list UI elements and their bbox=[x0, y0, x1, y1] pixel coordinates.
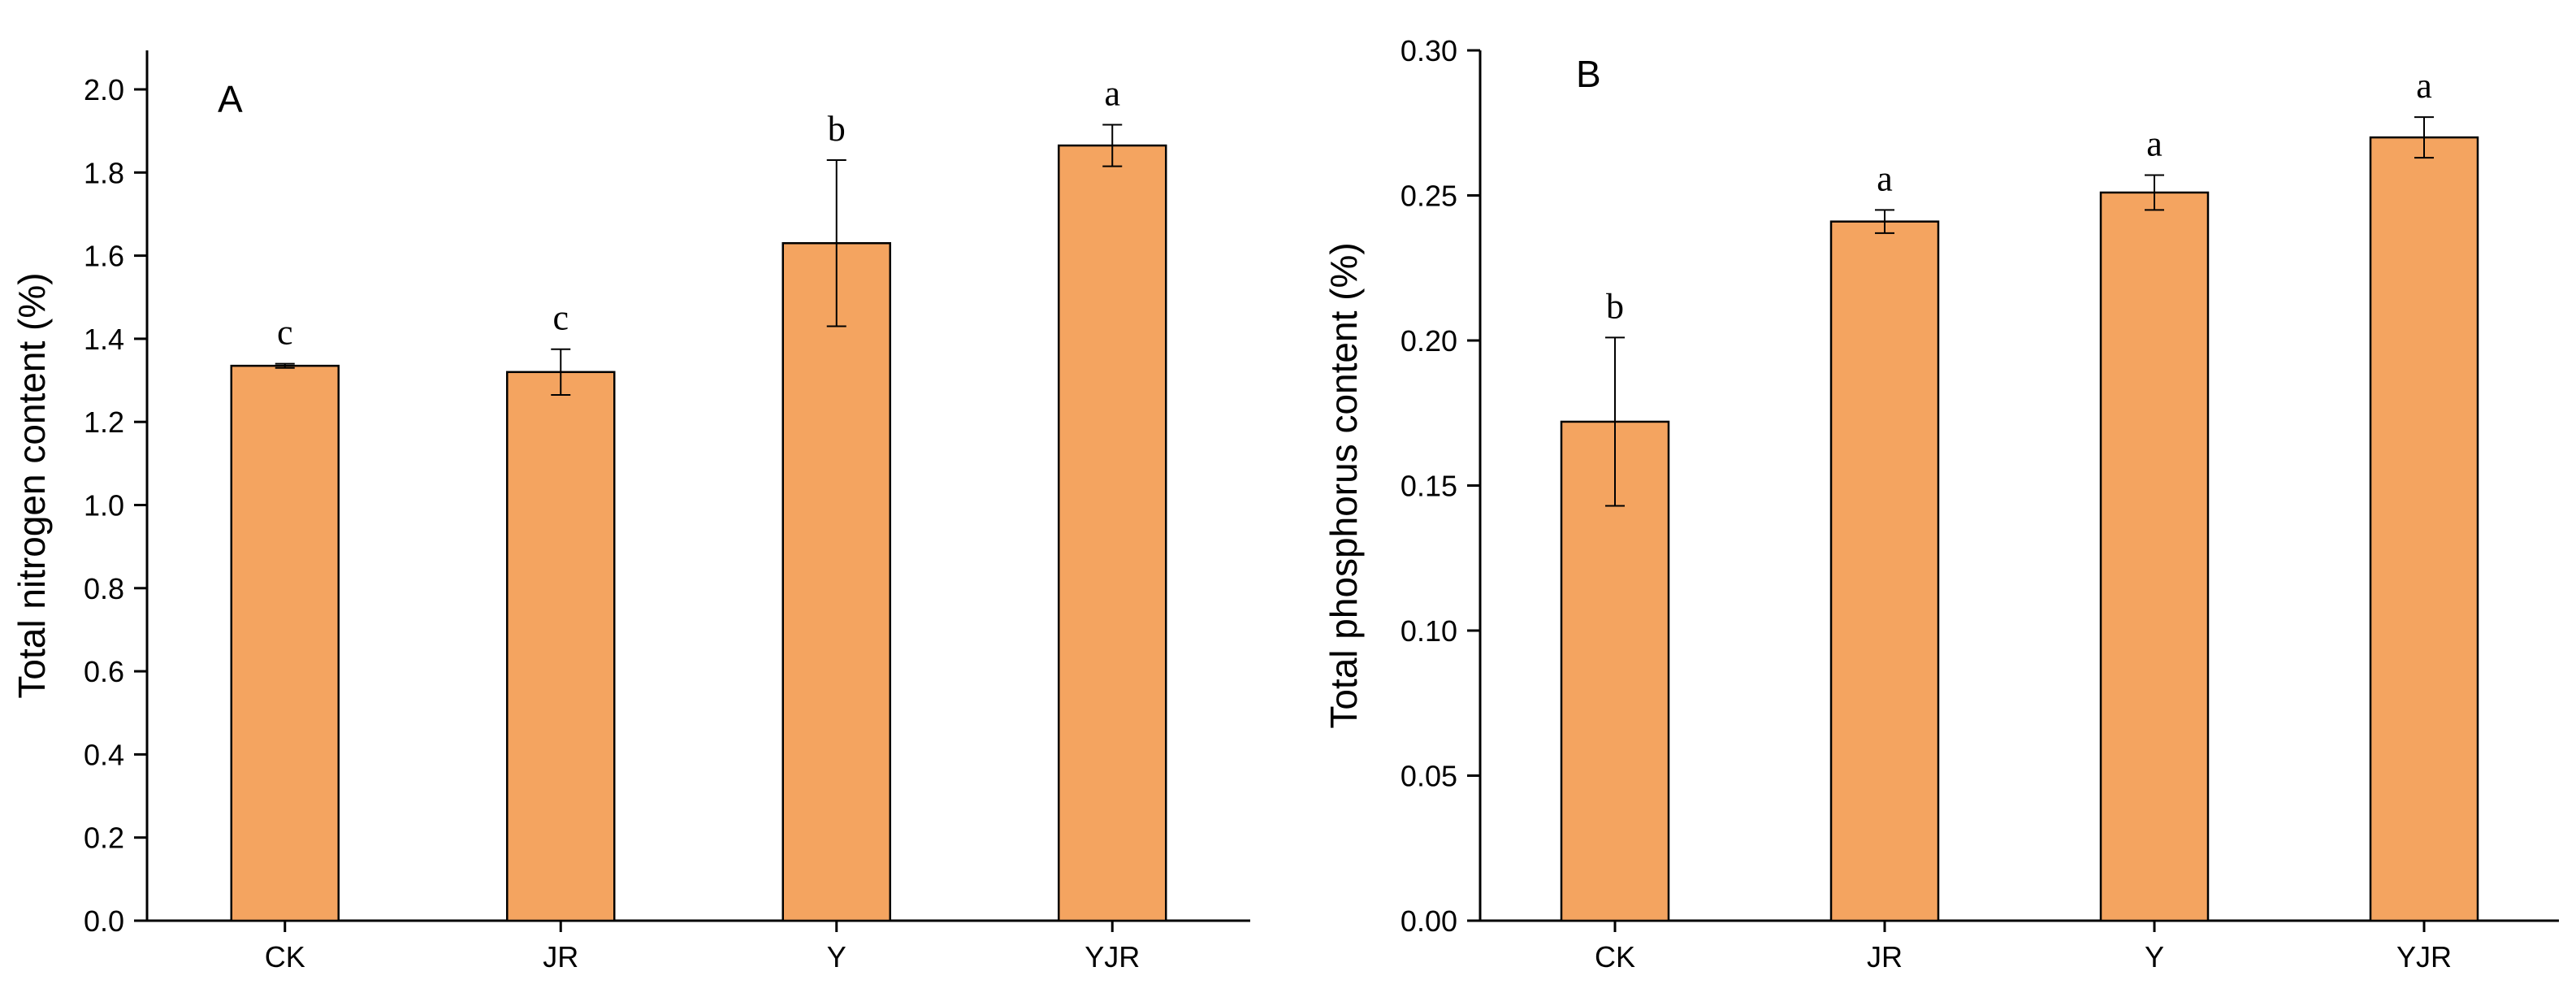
significance-label: b bbox=[1606, 286, 1624, 326]
bar-y bbox=[2099, 191, 2210, 922]
y-tick-label: 0.2 bbox=[84, 822, 124, 855]
y-tick-label: 0.8 bbox=[84, 572, 124, 605]
bar-yjr bbox=[1058, 144, 1167, 922]
significance-label: a bbox=[1104, 73, 1120, 113]
x-tick-label: CK bbox=[265, 940, 305, 973]
y-tick-label: 2.0 bbox=[84, 73, 124, 106]
significance-label: c bbox=[552, 298, 569, 338]
y-tick-label: 1.6 bbox=[84, 240, 124, 273]
bar-jr bbox=[506, 371, 616, 922]
y-tick-label: 0.0 bbox=[84, 904, 124, 938]
y-axis-title: Total nitrogen content (%) bbox=[11, 272, 53, 698]
bar-ck bbox=[230, 364, 340, 922]
y-tick-label: 0.25 bbox=[1401, 180, 1457, 213]
significance-label: c bbox=[277, 313, 293, 353]
x-tick-label: JR bbox=[1867, 940, 1903, 973]
panel-label: B bbox=[1576, 53, 1601, 95]
y-tick-label: 1.8 bbox=[84, 156, 124, 189]
y-tick-label: 0.4 bbox=[84, 738, 124, 771]
bar-y bbox=[781, 242, 891, 922]
significance-label: b bbox=[828, 109, 846, 149]
y-tick-label: 0.15 bbox=[1401, 470, 1457, 503]
bar-yjr bbox=[2369, 136, 2479, 922]
x-tick-label: Y bbox=[2145, 940, 2164, 973]
x-tick-label: YJR bbox=[1085, 940, 1140, 973]
y-tick-label: 0.00 bbox=[1401, 904, 1457, 938]
y-tick-label: 0.6 bbox=[84, 655, 124, 688]
x-tick-label: JR bbox=[543, 940, 578, 973]
y-tick-label: 0.20 bbox=[1401, 324, 1457, 358]
y-tick-label: 0.05 bbox=[1401, 760, 1457, 793]
significance-label: a bbox=[1877, 158, 1893, 198]
y-axis-title: Total phosphorus content (%) bbox=[1323, 242, 1365, 728]
y-tick-label: 0.30 bbox=[1401, 34, 1457, 67]
x-tick-label: CK bbox=[1595, 940, 1635, 973]
significance-label: a bbox=[2416, 66, 2432, 106]
bar-jr bbox=[1829, 220, 1940, 922]
x-tick-label: Y bbox=[827, 940, 846, 973]
chart-panel-a: 0.0 0.2 0.4 0.6 0.8 1.0 1.2 1.4 1.6 1.8 2.0 Total n… bbox=[11, 50, 1250, 973]
significance-label: a bbox=[2146, 124, 2163, 164]
y-tick-label: 1.2 bbox=[84, 405, 124, 439]
y-tick-label: 1.0 bbox=[84, 489, 124, 523]
chart-panel-b: 0.00 0.05 0.10 0.15 0.20 0.25 0.30 Total phosph… bbox=[1323, 34, 2559, 973]
panel-label: A bbox=[218, 78, 243, 120]
x-tick-label: YJR bbox=[2396, 940, 2452, 973]
y-tick-label: 1.4 bbox=[84, 323, 124, 356]
y-tick-label: 0.10 bbox=[1401, 614, 1457, 648]
